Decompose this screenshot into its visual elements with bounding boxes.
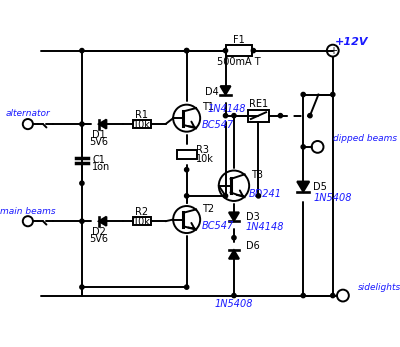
Bar [176, 150, 197, 159]
Text: 10k: 10k [133, 120, 151, 130]
Text: D4: D4 [205, 87, 219, 97]
Text: 1N4148: 1N4148 [246, 222, 284, 232]
Circle shape [184, 49, 189, 53]
Circle shape [331, 92, 335, 96]
Circle shape [80, 49, 84, 53]
Text: 500mA T: 500mA T [217, 57, 261, 67]
Text: 1N5408: 1N5408 [215, 299, 253, 309]
Text: D6: D6 [246, 241, 260, 251]
Circle shape [232, 294, 236, 298]
Text: dipped beams: dipped beams [333, 134, 397, 143]
Bar [132, 217, 151, 226]
Text: 5V6: 5V6 [89, 234, 108, 244]
Text: R3: R3 [196, 145, 209, 155]
Text: 10k: 10k [196, 154, 214, 164]
Text: D3: D3 [246, 212, 260, 222]
Text: sidelights: sidelights [358, 282, 400, 291]
Polygon shape [297, 181, 309, 192]
Circle shape [80, 181, 84, 185]
Text: RE1: RE1 [249, 99, 268, 109]
Circle shape [308, 113, 312, 118]
Circle shape [80, 219, 84, 223]
Circle shape [223, 194, 228, 198]
Circle shape [80, 285, 84, 289]
Circle shape [232, 113, 236, 118]
Circle shape [184, 49, 189, 53]
Polygon shape [229, 212, 239, 221]
Text: T3: T3 [251, 170, 263, 180]
Circle shape [232, 236, 236, 240]
Circle shape [301, 145, 305, 149]
Bar [248, 110, 268, 121]
Text: T2: T2 [202, 204, 214, 213]
Polygon shape [220, 86, 230, 94]
Bar [132, 120, 151, 128]
Circle shape [256, 194, 260, 198]
Circle shape [223, 49, 228, 53]
Text: +: + [329, 45, 337, 56]
Text: 1N5408: 1N5408 [313, 193, 352, 203]
Text: D5: D5 [313, 183, 327, 193]
Text: BC547: BC547 [202, 120, 234, 130]
Polygon shape [99, 217, 106, 226]
Circle shape [278, 113, 282, 118]
Circle shape [80, 122, 84, 126]
Text: R1: R1 [135, 110, 148, 120]
Circle shape [184, 285, 189, 289]
Text: T1: T1 [202, 102, 214, 112]
Text: alternator: alternator [6, 109, 50, 118]
Text: 10k: 10k [133, 217, 151, 227]
Circle shape [301, 294, 305, 298]
Text: 1N4148: 1N4148 [208, 104, 246, 114]
Circle shape [223, 113, 228, 118]
Text: D1: D1 [92, 130, 106, 140]
Text: C1: C1 [92, 154, 105, 164]
Circle shape [184, 168, 189, 172]
Text: 5V6: 5V6 [89, 137, 108, 147]
Text: main beams: main beams [0, 206, 56, 215]
Text: +12V: +12V [334, 37, 368, 47]
Bar [226, 45, 252, 56]
Text: 1on: 1on [92, 162, 110, 172]
Circle shape [184, 194, 189, 198]
Text: F1: F1 [233, 35, 245, 45]
Text: R2: R2 [135, 207, 148, 217]
Text: D2: D2 [92, 227, 106, 237]
Text: BD241: BD241 [249, 189, 282, 199]
Polygon shape [229, 251, 239, 259]
Polygon shape [99, 119, 106, 129]
Circle shape [331, 294, 335, 298]
Circle shape [251, 49, 256, 53]
Text: BC547: BC547 [202, 221, 234, 231]
Circle shape [301, 92, 305, 96]
